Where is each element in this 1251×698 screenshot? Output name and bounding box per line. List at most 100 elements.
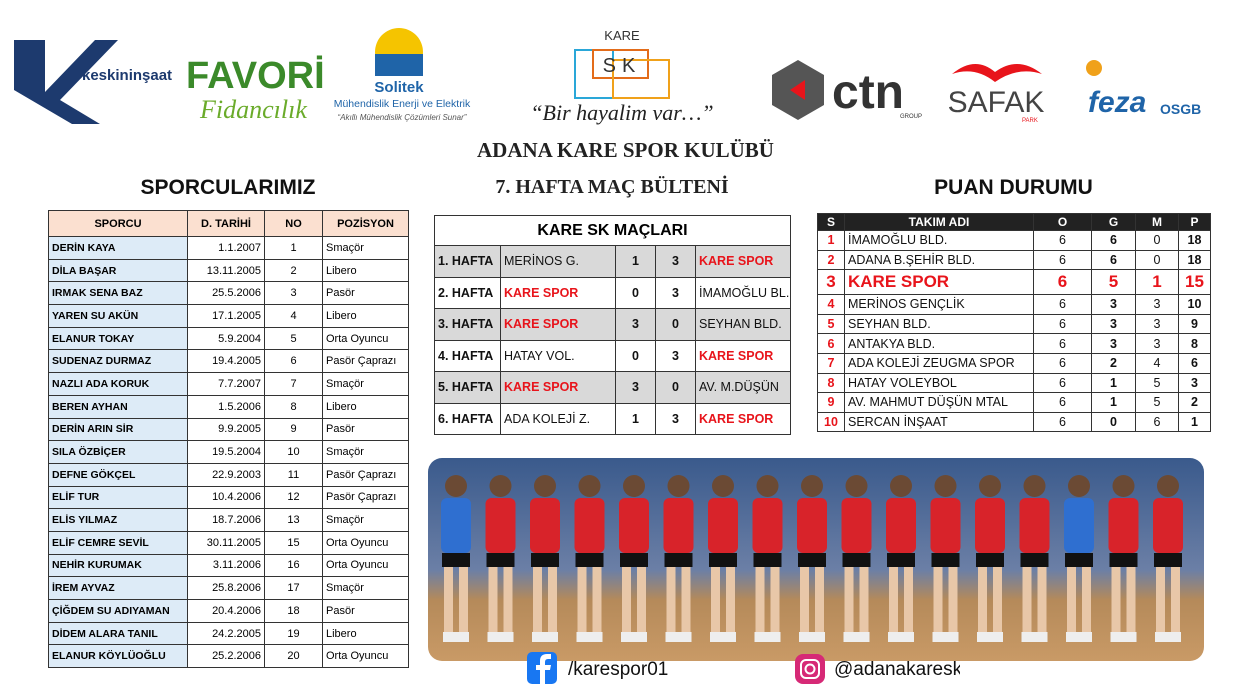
cell: 6 bbox=[1091, 230, 1136, 251]
row: NEHİR KURUMAK 3.11.2006 16 Orta Oyuncu bbox=[48, 553, 409, 578]
cell: 10 bbox=[264, 440, 323, 464]
table: SPORCU D. TARİHİ NO POZİSYON DERİN KAYA 1.1.2… bbox=[48, 210, 409, 669]
logo-text: “Akıllı Mühendislik Çözümleri Sunar” bbox=[338, 113, 467, 122]
row: ELİS YILMAZ 18.7.2006 13 Smaçör bbox=[48, 508, 409, 532]
cell: Orta Oyuncu bbox=[322, 644, 409, 669]
cell: Orta Oyuncu bbox=[322, 326, 409, 351]
cell: Pasör Çaprazı bbox=[322, 349, 409, 374]
player-figure bbox=[887, 553, 915, 567]
player-figure bbox=[621, 632, 647, 642]
cell: Libero bbox=[322, 258, 409, 283]
player-figure bbox=[904, 567, 913, 632]
player-figure bbox=[815, 567, 824, 632]
player-figure bbox=[663, 498, 694, 553]
cell: Pasör Çaprazı bbox=[322, 462, 409, 487]
cell: 6 bbox=[1135, 411, 1179, 433]
cell: 25.2.2006 bbox=[187, 644, 265, 669]
player-figure bbox=[1022, 567, 1032, 632]
cell: 4. HAFTA bbox=[434, 339, 501, 372]
cell: 3 bbox=[817, 269, 845, 296]
cell: 2 bbox=[1091, 352, 1136, 374]
player-figure bbox=[623, 475, 645, 497]
player-figure bbox=[1154, 553, 1182, 567]
row: 2 ADANA B.ŞEHİR BLD. 6 6 0 18 bbox=[817, 249, 1211, 271]
player-figure bbox=[1020, 553, 1049, 567]
cell: 18 bbox=[264, 599, 323, 623]
cell: ELANUR TOKAY bbox=[48, 326, 188, 351]
cell: ELANUR KÖYLÜOĞLU bbox=[48, 644, 188, 669]
cell: P bbox=[1178, 213, 1211, 231]
cell: ADA KOLEJİ Z. bbox=[500, 402, 616, 435]
row: IRMAK SENA BAZ 25.5.2006 3 Pasör bbox=[48, 281, 409, 306]
cell: İREM AYVAZ bbox=[48, 576, 188, 600]
cell: 3.11.2006 bbox=[187, 553, 265, 578]
solitek-logo: Solitek Mühendislik Enerji ve Elektrik “… bbox=[334, 28, 471, 122]
row: NAZLI ADA KORUK 7.7.2007 7 Smaçör bbox=[48, 372, 409, 396]
cell: 0 bbox=[655, 371, 696, 404]
player-figure bbox=[667, 475, 690, 497]
player-figure bbox=[1064, 498, 1094, 553]
cell: 6 bbox=[817, 333, 845, 354]
social-bar: /karespor01 @adanakaresk bbox=[527, 652, 960, 684]
player-figure bbox=[931, 553, 960, 567]
row: KARE SK MAÇLARI bbox=[433, 215, 792, 246]
cell: 6 bbox=[1033, 352, 1092, 374]
team-photo bbox=[428, 458, 1204, 661]
instagram-handle: @adanakaresk bbox=[834, 659, 960, 680]
row: 4. HAFTA HATAY VOL. 0 3 KARE SPOR bbox=[434, 339, 792, 372]
player-figure bbox=[798, 553, 826, 567]
player-figure bbox=[577, 567, 587, 632]
section-title: PUAN DURUMU bbox=[934, 176, 1093, 199]
cell: KARE SPOR bbox=[844, 269, 1034, 296]
player-figure bbox=[487, 632, 514, 642]
player-figure bbox=[1110, 632, 1137, 642]
player-figure bbox=[1019, 498, 1050, 553]
row: 8 HATAY VOLEYBOL 6 1 5 3 bbox=[817, 372, 1211, 394]
row: ÇİĞDEM SU ADIYAMAN 20.4.2006 18 Pasör bbox=[48, 599, 409, 623]
logo-text: SK bbox=[603, 55, 642, 77]
player-figure bbox=[1082, 567, 1091, 632]
row: SILA ÖZBİÇER 19.5.2004 10 Smaçör bbox=[48, 440, 409, 464]
player-figure bbox=[708, 498, 738, 553]
player-figure bbox=[1108, 498, 1139, 553]
cell: 19.4.2005 bbox=[187, 349, 265, 374]
cell: SERCAN İNŞAAT bbox=[844, 411, 1034, 433]
player-figure bbox=[934, 475, 957, 497]
cell: 0 bbox=[1135, 249, 1179, 271]
row: DERİN ARIN SİR 9.9.2005 9 Pasör bbox=[48, 417, 409, 442]
player-figure bbox=[978, 567, 987, 632]
row: İREM AYVAZ 25.8.2006 17 Smaçör bbox=[48, 576, 409, 600]
cell: 18.7.2006 bbox=[187, 508, 265, 532]
cell: 5. HAFTA bbox=[434, 371, 501, 404]
cell: 5 bbox=[1135, 392, 1179, 413]
player-figure bbox=[444, 567, 453, 632]
cell: DİDEM ALARA TANIL bbox=[48, 621, 188, 646]
player-figure bbox=[459, 567, 468, 632]
player-figure bbox=[1126, 567, 1136, 632]
sponsor-bar: keskininşaat FAVORİ Fidancılık Solitek M… bbox=[14, 28, 1201, 125]
player-figure bbox=[889, 567, 898, 632]
cell: Libero bbox=[322, 621, 409, 646]
slogan: “Bir hayalim var…” bbox=[530, 100, 713, 125]
player-figure bbox=[753, 553, 782, 567]
player-figure bbox=[531, 553, 559, 567]
player-figure bbox=[441, 498, 471, 553]
row: SPORCU D. TARİHİ NO POZİSYON bbox=[48, 210, 409, 237]
player-figure bbox=[932, 632, 959, 642]
kare-logo: KARE SK “Bir hayalim var…” bbox=[530, 28, 713, 125]
player-figure bbox=[1112, 475, 1135, 497]
cell: DERİN KAYA bbox=[48, 236, 188, 260]
instagram-icon bbox=[795, 654, 825, 684]
player-figure bbox=[1111, 567, 1121, 632]
player-figure bbox=[592, 567, 602, 632]
cell: HATAY VOLEYBOL bbox=[844, 372, 1034, 394]
player-figure bbox=[843, 632, 870, 642]
table: S TAKIM ADI O G M P 1 İMAMOĞLU BLD. 6 6 0 18 2 ADANA … bbox=[817, 213, 1211, 433]
cell: ADANA B.ŞEHİR BLD. bbox=[844, 249, 1034, 271]
cell: DERİN ARIN SİR bbox=[48, 417, 188, 442]
cell: İMAMOĞLU BLD. bbox=[844, 230, 1034, 251]
row: BEREN AYHAN 1.5.2006 8 Libero bbox=[48, 394, 409, 419]
cell: 5 bbox=[817, 313, 845, 335]
cell: 1 bbox=[615, 402, 656, 435]
cell: NEHİR KURUMAK bbox=[48, 553, 188, 578]
